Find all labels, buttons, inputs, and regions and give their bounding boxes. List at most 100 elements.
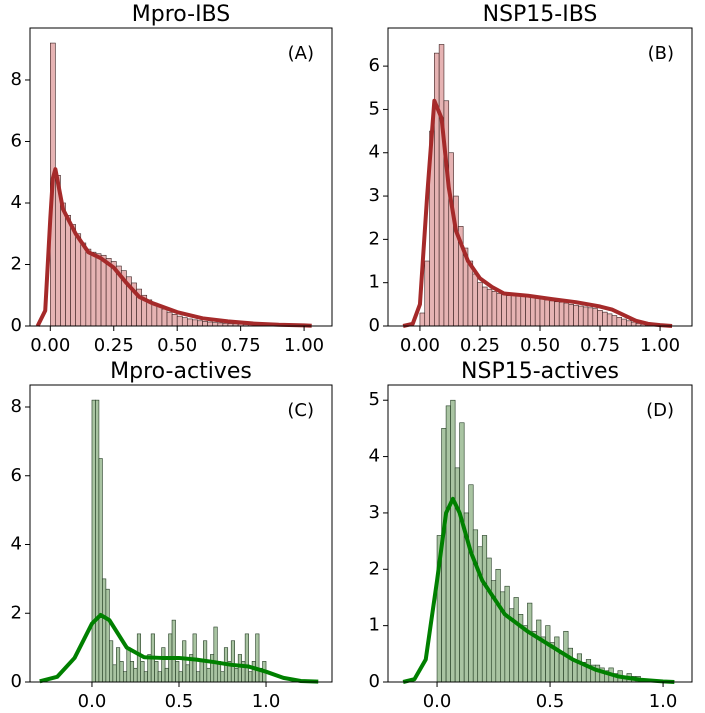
- hist-bar: [445, 405, 451, 683]
- hist-bar: [187, 318, 193, 327]
- hist-bar: [129, 661, 135, 683]
- hist-bar: [75, 233, 82, 327]
- hist-bar: [467, 260, 474, 327]
- hist-bar: [459, 422, 465, 683]
- subplot: 0.00 0.25 0.50 0.75 1.00 0 1 2 3 4 5 6 NSP15-IBS (B): [369, 2, 693, 356]
- hist-bar: [164, 667, 169, 683]
- subplot: 0.00 0.25 0.50 0.75 1.00 0 2 4 6 8 Mpro-IBS (A): [11, 2, 333, 356]
- hist-bar: [175, 661, 180, 683]
- hist-bar: [501, 294, 507, 327]
- subplot-title: Mpro-actives: [110, 359, 252, 384]
- hist-bar: [60, 202, 66, 327]
- hist-bar: [95, 253, 102, 327]
- hist-bar: [143, 671, 148, 683]
- x-tick-label: 1.0: [252, 691, 281, 712]
- hist-bar: [527, 602, 533, 683]
- y-tick-label: 0: [11, 671, 22, 692]
- y-tick-label: 5: [369, 389, 380, 410]
- hist-bar: [606, 313, 613, 327]
- hist-bar: [513, 597, 519, 683]
- hist-bar: [438, 44, 445, 327]
- hist-bar: [531, 630, 537, 683]
- hist-bar: [496, 293, 502, 327]
- hist-bar: [450, 399, 456, 683]
- hist-bar: [525, 296, 531, 327]
- x-tick-label: 0.25: [460, 335, 500, 356]
- y-tick-label: 2: [11, 253, 22, 274]
- subplot-title: Mpro-IBS: [132, 2, 230, 27]
- hist-bar: [549, 300, 555, 327]
- y-tick-label: 4: [369, 446, 380, 467]
- y-tick-label: 0: [369, 315, 380, 336]
- hist-bar: [230, 640, 235, 683]
- hist-bar: [237, 654, 242, 683]
- x-tick-label: 0.0: [423, 691, 452, 712]
- hist-bar: [424, 260, 430, 327]
- hist-bar: [171, 619, 176, 683]
- y-tick-label: 5: [369, 98, 380, 119]
- hist-bar: [161, 647, 166, 683]
- hist-bar: [602, 311, 608, 327]
- kde-line: [402, 496, 675, 684]
- hist-bar: [112, 664, 117, 683]
- hist-bar: [419, 312, 426, 327]
- hist-bar: [454, 467, 460, 683]
- hist-bar: [544, 299, 550, 327]
- panel-label: (D): [646, 400, 674, 421]
- hist-bar: [616, 317, 622, 327]
- hist-bar: [530, 297, 536, 327]
- y-tick-label: 4: [11, 534, 22, 555]
- hist-bar: [202, 321, 208, 327]
- hist-bar: [85, 248, 92, 327]
- y-tick-label: 4: [11, 192, 22, 213]
- hist-bar: [486, 288, 493, 327]
- hist-bar: [592, 308, 598, 327]
- x-tick-label: 0.50: [157, 335, 197, 356]
- hist-bar: [90, 251, 97, 327]
- hist-bar: [582, 306, 589, 327]
- hist-bar: [91, 399, 96, 683]
- hist-bar: [100, 254, 107, 327]
- hist-bar: [534, 297, 541, 327]
- hist-bar: [255, 633, 260, 683]
- y-tick-label: 2: [11, 602, 22, 623]
- hist-bar: [482, 286, 488, 327]
- hist-bar: [630, 321, 637, 327]
- hist-bar: [558, 301, 565, 327]
- hist-bar: [196, 671, 201, 683]
- hist-bar: [594, 664, 601, 683]
- hist-bar: [510, 295, 517, 327]
- hist-bar: [212, 322, 219, 327]
- hist-bar: [504, 585, 510, 683]
- x-tick-label: 0.75: [221, 335, 261, 356]
- hist-bar: [207, 321, 214, 327]
- hist-bar: [434, 52, 440, 327]
- hist-bar: [80, 242, 87, 327]
- y-tick-label: 1: [369, 615, 380, 636]
- x-tick-label: 0.50: [520, 335, 560, 356]
- hist-bar: [95, 399, 100, 683]
- y-tick-label: 2: [369, 228, 380, 249]
- hist-bar: [182, 640, 187, 683]
- hist-bar: [520, 295, 526, 327]
- hist-bar: [234, 667, 239, 683]
- hist-bar: [185, 664, 190, 683]
- hist-bar: [176, 315, 183, 327]
- hist-bar: [220, 671, 225, 683]
- subplot-title: NSP15-actives: [461, 359, 619, 384]
- hist-bar: [199, 661, 204, 683]
- hist-bar: [178, 671, 183, 683]
- x-tick-label: 0.5: [536, 691, 565, 712]
- hist-bar: [486, 557, 492, 683]
- hist-bar: [206, 667, 211, 683]
- hist-bar: [140, 661, 145, 683]
- hist-bar: [157, 671, 162, 683]
- hist-bar: [558, 653, 564, 683]
- hist-bar: [495, 568, 501, 683]
- hist-bar: [65, 214, 71, 327]
- hist-bar: [105, 258, 112, 327]
- hist-bar: [122, 671, 128, 683]
- hist-bar: [119, 661, 124, 683]
